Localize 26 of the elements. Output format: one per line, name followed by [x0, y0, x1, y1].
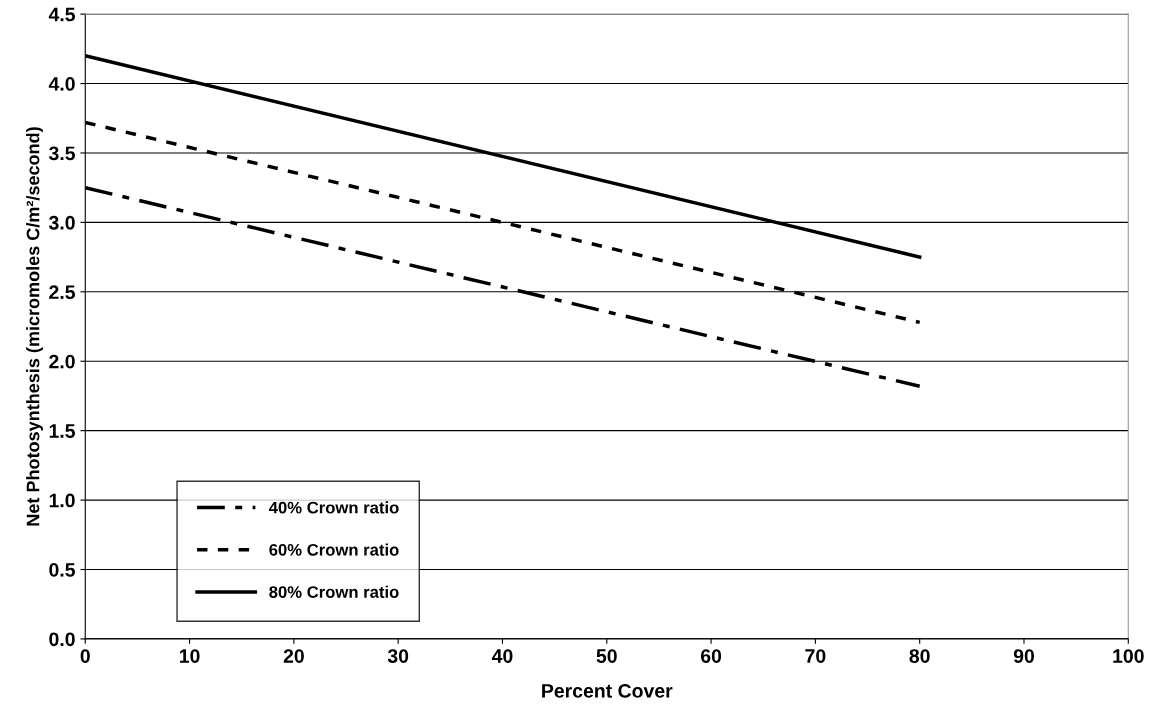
y-tick-label: 3.5 [48, 146, 75, 161]
y-tick-label: 2.0 [49, 354, 75, 369]
x-tick-label: 10 [179, 649, 200, 663]
x-axis-title: Percent Cover [542, 683, 673, 698]
x-tick-label: 0 [80, 649, 90, 663]
y-tick-label: 0.0 [49, 632, 75, 647]
x-tick-label: 20 [283, 649, 304, 663]
x-tick-label: 30 [387, 649, 409, 663]
y-tick-label: 4.5 [48, 7, 75, 22]
y-axis-title: Net Photosynthesis (micromoles C/m²/second) [26, 127, 43, 526]
x-tick-label: 60 [700, 649, 722, 663]
x-tick-label: 100 [1113, 649, 1144, 663]
x-tick-label: 90 [1013, 649, 1034, 663]
x-tick-label: 50 [596, 649, 617, 663]
y-tick-label: 1.0 [49, 493, 75, 508]
x-tick-label: 70 [805, 649, 826, 663]
legend-label: 40% Crown ratio [268, 501, 399, 514]
y-tick-label: 1.5 [49, 424, 75, 438]
y-tick-label: 0.5 [49, 562, 75, 577]
y-tick-label: 4.0 [48, 77, 75, 91]
y-tick-label: 3.0 [48, 215, 75, 230]
y-tick-label: 2.5 [49, 285, 75, 300]
legend-label: 60% Crown ratio [269, 543, 399, 556]
x-tick-label: 40 [491, 649, 513, 663]
legend-label: 80% Crown ratio [269, 585, 399, 598]
x-tick-label: 80 [909, 649, 930, 663]
